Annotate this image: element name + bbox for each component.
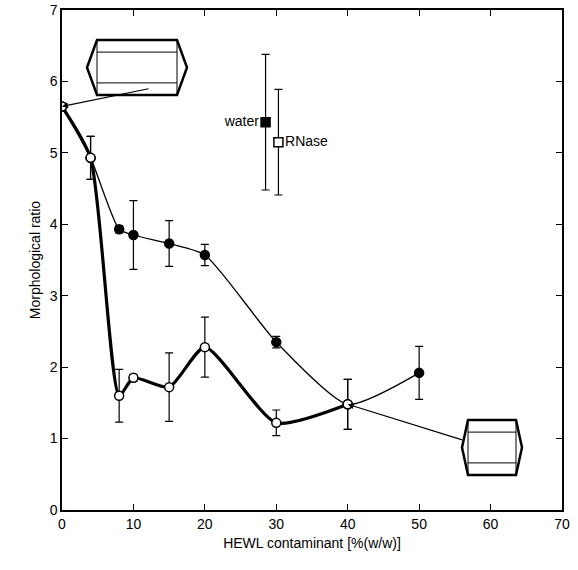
svg-text:70: 70	[554, 516, 570, 532]
svg-text:water: water	[224, 113, 260, 129]
svg-text:10: 10	[126, 516, 142, 532]
svg-text:6: 6	[50, 73, 58, 89]
svg-text:50: 50	[411, 516, 427, 532]
svg-text:1: 1	[50, 430, 58, 446]
svg-text:3: 3	[50, 288, 58, 304]
svg-text:5: 5	[50, 145, 58, 161]
svg-text:2: 2	[50, 359, 58, 375]
svg-text:20: 20	[197, 516, 213, 532]
svg-text:0: 0	[50, 502, 58, 518]
svg-text:40: 40	[340, 516, 356, 532]
svg-text:HEWL contaminant [%(w/w)]: HEWL contaminant [%(w/w)]	[223, 535, 401, 551]
svg-text:7: 7	[50, 2, 58, 18]
svg-text:30: 30	[269, 516, 285, 532]
svg-text:4: 4	[50, 216, 58, 232]
svg-text:60: 60	[483, 516, 499, 532]
svg-text:RNase: RNase	[285, 133, 328, 149]
svg-text:0: 0	[58, 516, 66, 532]
svg-text:Morphological ratio: Morphological ratio	[27, 201, 43, 319]
